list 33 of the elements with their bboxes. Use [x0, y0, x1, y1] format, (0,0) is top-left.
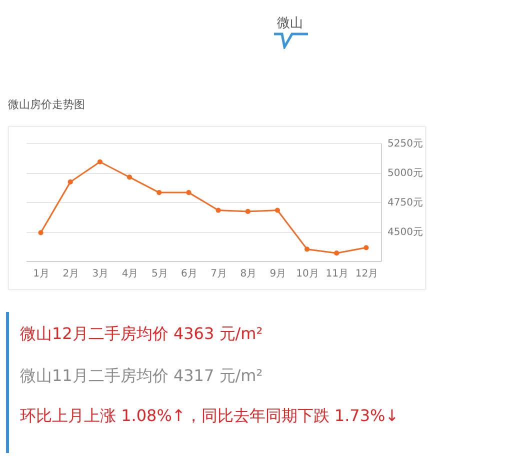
point: [97, 159, 103, 164]
point: [186, 190, 192, 196]
y-tick-label: 4500元: [388, 227, 423, 238]
x-tick-label: 8月: [240, 268, 257, 280]
chart-title: 微山房价走势图: [8, 98, 85, 111]
x-tick-label: 7月: [210, 268, 227, 280]
y-tick-label: 4750元: [388, 198, 423, 208]
text: 微山11月二手房均价 4317 元/m²: [20, 366, 263, 386]
x-tick-label: 3月: [92, 268, 109, 280]
point: [334, 250, 340, 256]
y-tick-label: 5000元: [388, 168, 423, 179]
x-tick-label: 5月: [151, 268, 168, 280]
x-tick-label: 10月: [296, 268, 319, 280]
point: [364, 245, 369, 250]
point: [216, 208, 221, 213]
x-tick-label: 6月: [181, 268, 198, 280]
point: [304, 246, 310, 252]
y-tick-label: 5250元: [388, 138, 423, 150]
text: 微山12月二手房均价 4363 元/m²: [20, 324, 263, 344]
point: [126, 174, 132, 180]
point: [38, 230, 44, 236]
point: [274, 208, 280, 213]
text: 环比上月上涨 1.08%↑，同比去年同期下跌 1.73%↓: [20, 406, 399, 426]
text: 微山: [276, 15, 304, 32]
point: [245, 208, 250, 214]
x-tick-label: 4月: [122, 268, 138, 280]
x-tick-label: 11月: [326, 268, 348, 280]
point: [156, 190, 162, 196]
x-tick-label: 2月: [62, 268, 80, 280]
x-tick-label: 1月: [33, 268, 50, 280]
x-tick-label: 12月: [355, 268, 378, 280]
x-tick-label: 9月: [270, 268, 286, 280]
point: [68, 179, 73, 184]
